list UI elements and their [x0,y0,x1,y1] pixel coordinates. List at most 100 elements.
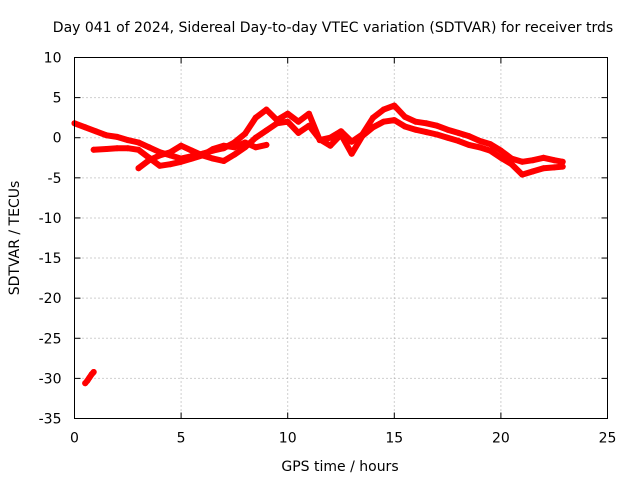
chart-title: Day 041 of 2024, Sidereal Day-to-day VTE… [53,20,613,36]
y-tick-label: -30 [39,371,62,387]
data-point [146,157,153,164]
x-tick-label: 10 [279,431,297,447]
data-point [135,165,142,172]
grid-layer [74,57,608,419]
data-point [231,151,238,158]
data-point [284,110,291,117]
data-point [295,129,302,136]
data-point [402,123,408,130]
data-point [476,144,483,151]
data-point [391,102,398,109]
data-point [284,118,291,125]
y-tick-label: -25 [39,331,62,347]
y-tick-label: 5 [53,91,62,107]
data-point [423,129,430,136]
data-point [402,113,408,120]
data-point [338,131,344,138]
y-axis-label: SDTVAR / TECUs [7,181,23,296]
data-point [178,142,185,149]
data-point [178,158,185,165]
data-point [455,137,462,144]
data-point [167,149,174,156]
data-point [242,139,249,146]
data-point [210,155,217,162]
data-point [188,147,195,154]
data-point [348,150,355,157]
data-point [252,134,259,141]
data-point [124,137,131,144]
x-tick-label: 0 [70,431,79,447]
data-point [295,118,302,125]
y-tick-label: 0 [53,131,62,147]
data-point [327,142,334,149]
data-point [559,158,566,165]
data-point [370,124,376,131]
x-tick-label: 5 [177,431,186,447]
data-point [487,147,494,154]
data-point [92,128,99,135]
data-point [433,122,440,129]
data-point [391,117,398,124]
data-point [529,168,536,175]
y-tick-label: -5 [48,171,62,187]
data-point [252,114,259,121]
data-point [465,141,472,148]
data-point [210,146,217,152]
data-point [103,146,110,152]
data-point [103,132,110,139]
data-point [90,146,97,153]
data-point [444,134,451,141]
data-point [433,131,440,138]
data-point [114,133,121,140]
data-point [551,157,558,164]
axis-layer: 0 5 10 15 20 25 10 5 0 -5 -10 -15 -20 -25 -30 -35 [39,51,617,447]
y-tick-label: -35 [39,412,62,428]
y-tick-label: 10 [44,51,62,67]
data-point [327,134,334,141]
data-point [114,145,121,152]
data-point [476,137,483,144]
data-point [519,171,526,178]
data-point [146,144,153,151]
plot-frame [74,57,608,419]
data-point [423,120,430,127]
data-point [156,152,163,159]
data-point [559,163,566,170]
data-point [252,144,259,151]
data-point [316,136,323,143]
x-tick-label: 15 [385,431,403,447]
x-tick-label: 25 [599,431,617,447]
data-point [380,118,387,125]
data-point [540,154,547,161]
data-point [124,145,131,152]
data-point [231,144,238,151]
data-point [156,162,163,169]
data-point [370,114,376,121]
data-point [497,154,504,161]
data-point [508,161,515,168]
data-point [135,146,142,153]
data-point [306,122,312,129]
data-point [487,141,494,148]
data-point [263,106,270,113]
data-point [497,147,504,154]
data-point [220,158,227,164]
data-point [455,129,462,136]
y-tick-label: -10 [39,211,62,227]
data-point [412,118,419,125]
data-point [444,126,451,133]
data-point [90,369,97,375]
data-point [242,130,249,137]
data-point [519,158,526,165]
data-point [540,165,547,172]
x-tick-label: 20 [492,431,510,447]
data-point [274,120,280,127]
data-point [412,126,419,133]
data-point [551,164,558,171]
data-point [82,124,89,131]
data-point [263,127,270,134]
y-tick-label: -15 [39,251,62,267]
y-tick-label: -20 [39,291,62,307]
